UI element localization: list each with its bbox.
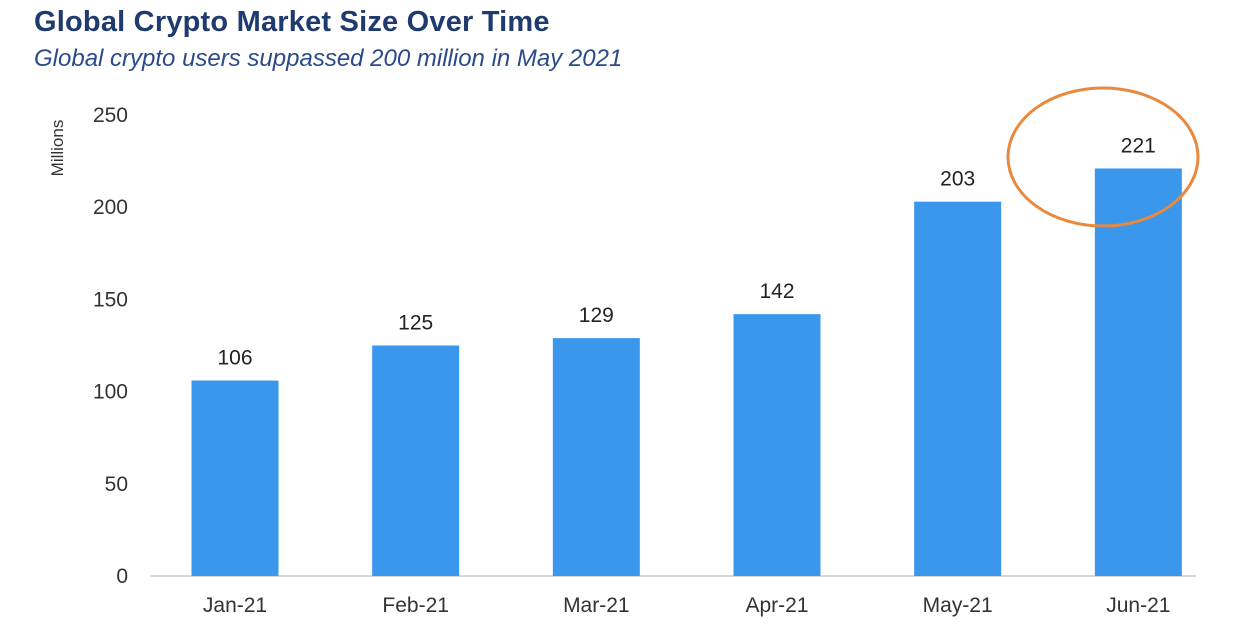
bar xyxy=(552,338,640,576)
bar xyxy=(733,314,821,576)
bar xyxy=(191,380,279,576)
chart-subtitle: Global crypto users suppassed 200 millio… xyxy=(34,45,623,72)
highlight-circle xyxy=(1006,86,1200,228)
bar-value-label: 125 xyxy=(398,312,433,335)
y-tick-label: 150 xyxy=(93,288,128,311)
x-tick-label: Apr-21 xyxy=(745,594,808,617)
bar-value-label: 142 xyxy=(759,280,794,303)
bar xyxy=(1094,168,1182,576)
x-tick-label: Mar-21 xyxy=(563,594,630,617)
x-tick-label: Jun-21 xyxy=(1106,594,1170,617)
y-tick-label: 0 xyxy=(116,565,128,588)
x-axis-ticks: Jan-21 Feb-21 Mar-21 Apr-21 May-21 Jun-21 xyxy=(203,594,1171,617)
bar xyxy=(372,345,460,576)
bars xyxy=(191,168,1182,576)
y-tick-label: 250 xyxy=(93,104,128,127)
y-tick-label: 50 xyxy=(105,473,128,496)
y-tick-label: 200 xyxy=(93,196,128,219)
chart-title: Global Crypto Market Size Over Time xyxy=(34,6,550,38)
bar xyxy=(914,201,1002,576)
bar-value-label: 221 xyxy=(1121,134,1156,157)
bar-value-label: 203 xyxy=(940,168,975,191)
value-labels: 106 125 129 142 203 221 xyxy=(217,134,1155,369)
x-tick-label: Jan-21 xyxy=(203,594,267,617)
bar-value-label: 106 xyxy=(217,347,252,370)
bar-value-label: 129 xyxy=(579,304,614,327)
y-axis-ticks: 0 50 100 150 200 250 xyxy=(93,104,128,588)
x-tick-label: May-21 xyxy=(923,594,993,617)
y-axis-label: Millions xyxy=(48,120,67,177)
y-tick-label: 100 xyxy=(93,381,128,404)
x-tick-label: Feb-21 xyxy=(382,594,449,617)
